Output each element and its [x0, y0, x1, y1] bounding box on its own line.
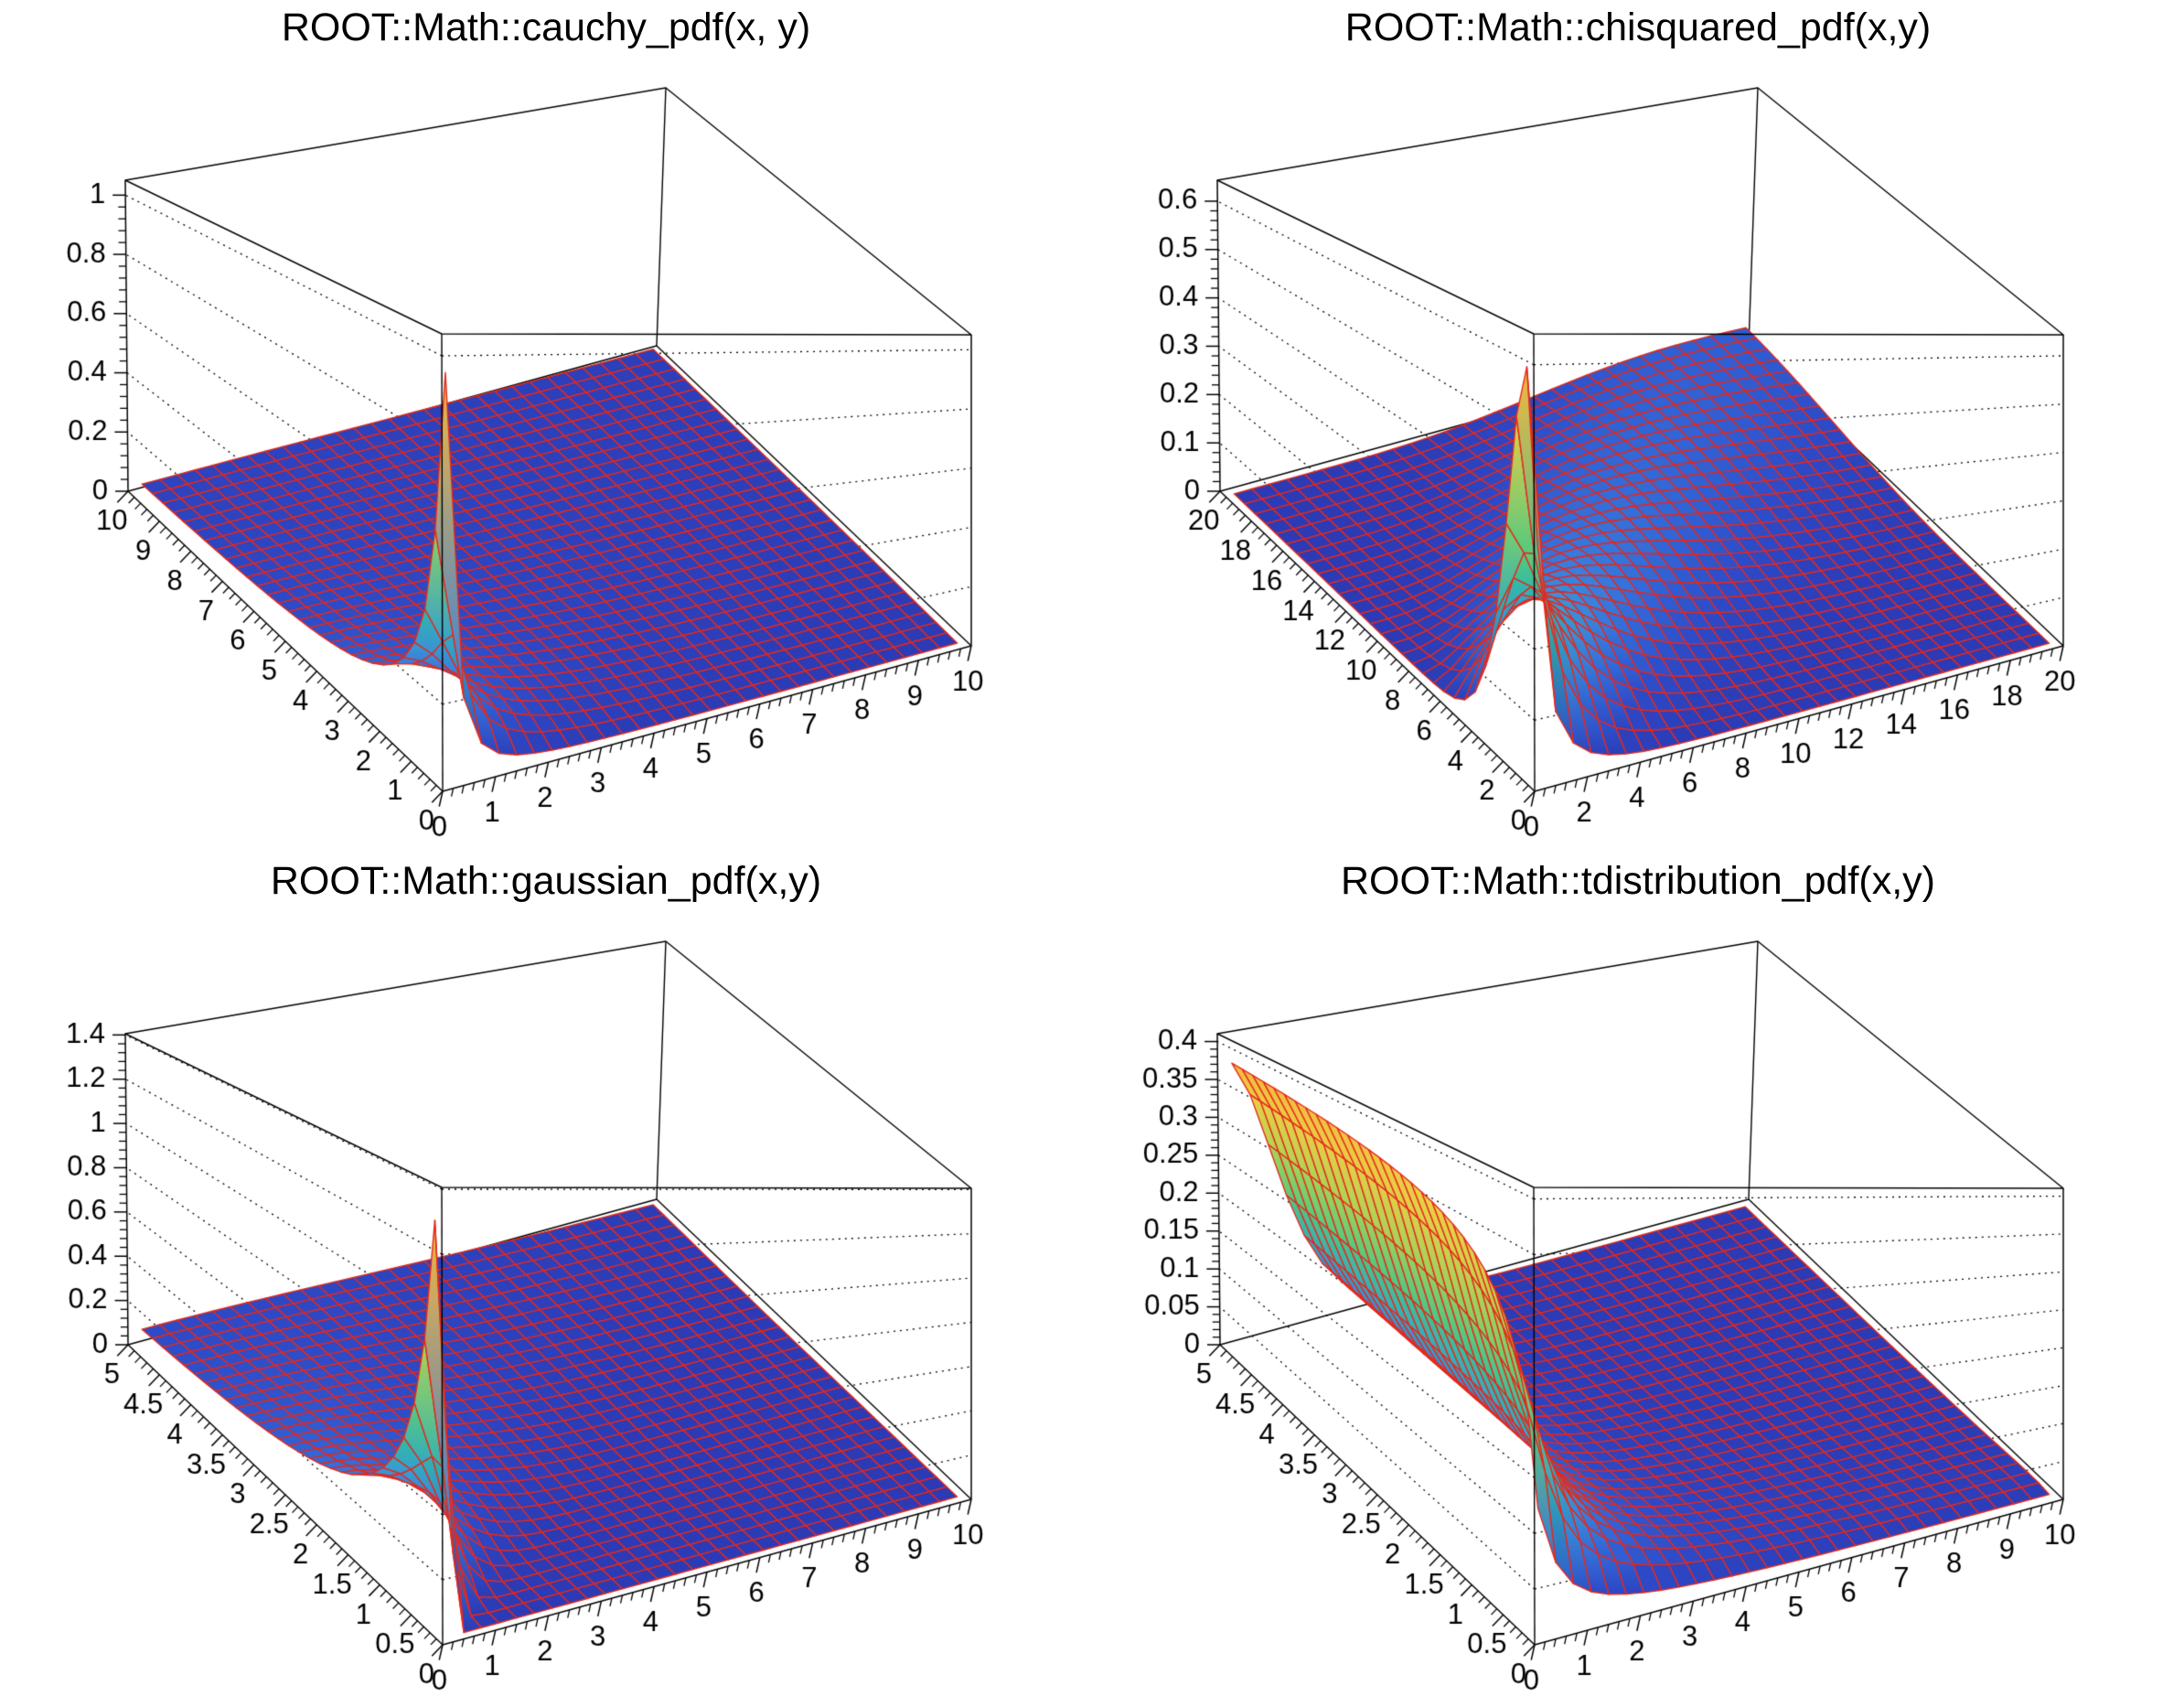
surface-plot-cauchy-pdf	[0, 0, 1092, 854]
surface-plot-gaussian-pdf	[0, 854, 1092, 1707]
panel-gaussian-pdf: ROOT::Math::gaussian_pdf(x,y)	[0, 854, 1092, 1707]
panel-cauchy-pdf: ROOT::Math::cauchy_pdf(x, y)	[0, 0, 1092, 854]
surface-plot-tdistribution-pdf	[1092, 854, 2184, 1707]
surface-plot-chisquared-pdf	[1092, 0, 2184, 854]
panel-chisquared-pdf: ROOT::Math::chisquared_pdf(x,y)	[1092, 0, 2184, 854]
plot-title-gaussian-pdf: ROOT::Math::gaussian_pdf(x,y)	[270, 859, 822, 903]
plot-title-chisquared-pdf: ROOT::Math::chisquared_pdf(x,y)	[1344, 5, 1932, 49]
plot-title-cauchy-pdf: ROOT::Math::cauchy_pdf(x, y)	[281, 5, 811, 49]
panel-tdistribution-pdf: ROOT::Math::tdistribution_pdf(x,y)	[1092, 854, 2184, 1707]
plot-title-tdistribution-pdf: ROOT::Math::tdistribution_pdf(x,y)	[1341, 859, 1935, 903]
